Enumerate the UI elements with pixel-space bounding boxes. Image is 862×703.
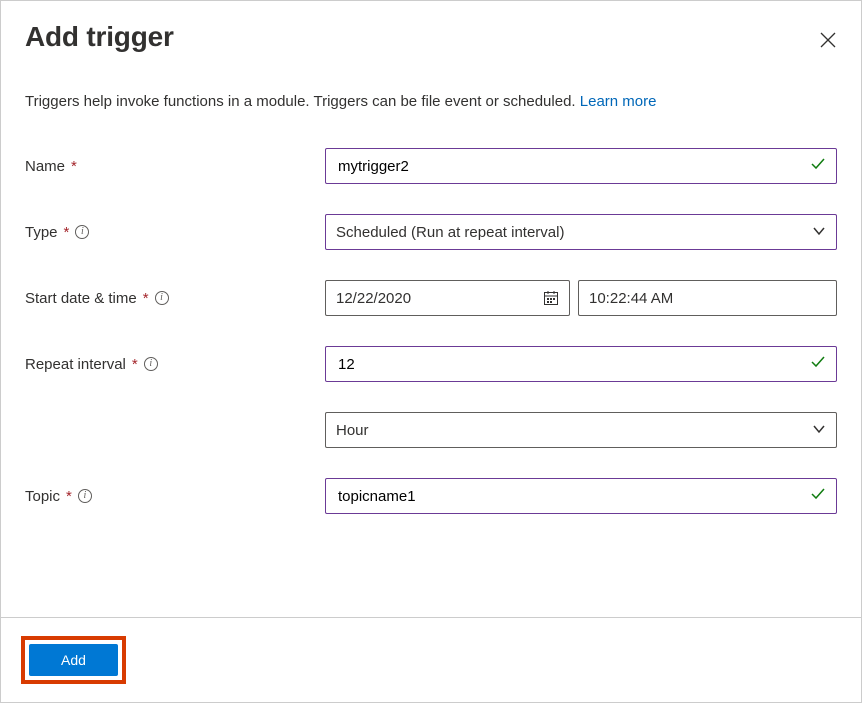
row-interval-unit: Hour [25, 412, 837, 448]
panel-header: Add trigger [25, 21, 837, 53]
info-icon[interactable]: i [144, 357, 158, 371]
label-topic-text: Topic [25, 488, 60, 505]
topic-input[interactable] [336, 487, 810, 506]
row-topic: Topic * i [25, 478, 837, 514]
row-start: Start date & time * i 12/22/2020 10:22:4… [25, 280, 837, 316]
panel-footer: Add [1, 617, 861, 702]
field-interval [325, 346, 837, 382]
label-name-text: Name [25, 158, 65, 175]
required-indicator: * [66, 488, 72, 505]
field-name [325, 148, 837, 184]
required-indicator: * [132, 356, 138, 373]
info-icon[interactable]: i [155, 291, 169, 305]
check-icon [810, 156, 826, 177]
label-topic: Topic * i [25, 488, 325, 505]
required-indicator: * [71, 158, 77, 175]
info-icon[interactable]: i [75, 225, 89, 239]
add-button[interactable]: Add [29, 644, 118, 676]
close-icon [820, 32, 836, 48]
chevron-down-icon [812, 422, 826, 439]
page-title: Add trigger [25, 21, 174, 53]
info-icon[interactable]: i [78, 489, 92, 503]
label-type: Type * i [25, 224, 325, 241]
field-topic [325, 478, 837, 514]
type-select[interactable]: Scheduled (Run at repeat interval) [325, 214, 837, 250]
row-type: Type * i Scheduled (Run at repeat interv… [25, 214, 837, 250]
description-body: Triggers help invoke functions in a modu… [25, 93, 580, 110]
interval-unit-select[interactable]: Hour [325, 412, 837, 448]
required-indicator: * [143, 290, 149, 307]
add-button-highlight: Add [21, 636, 126, 684]
required-indicator: * [64, 224, 70, 241]
name-input[interactable] [336, 157, 810, 176]
interval-input[interactable] [336, 355, 810, 374]
start-time-input[interactable]: 10:22:44 AM [578, 280, 837, 316]
panel-content: Add trigger Triggers help invoke functio… [1, 1, 861, 617]
field-interval-unit: Hour [325, 412, 837, 448]
topic-input-wrap [325, 478, 837, 514]
calendar-icon [543, 290, 559, 306]
label-interval: Repeat interval * i [25, 356, 325, 373]
row-interval: Repeat interval * i [25, 346, 837, 382]
chevron-down-icon [812, 224, 826, 241]
interval-input-wrap [325, 346, 837, 382]
label-start: Start date & time * i [25, 290, 325, 307]
check-icon [810, 354, 826, 375]
row-name: Name * [25, 148, 837, 184]
close-button[interactable] [819, 31, 837, 49]
add-trigger-panel: Add trigger Triggers help invoke functio… [0, 0, 862, 703]
label-start-text: Start date & time [25, 290, 137, 307]
interval-unit-value: Hour [336, 422, 369, 439]
start-time-value: 10:22:44 AM [589, 290, 673, 307]
label-interval-text: Repeat interval [25, 356, 126, 373]
label-name: Name * [25, 158, 325, 175]
field-type: Scheduled (Run at repeat interval) [325, 214, 837, 250]
label-type-text: Type [25, 224, 58, 241]
learn-more-link[interactable]: Learn more [580, 93, 657, 110]
field-start: 12/22/2020 10:22:44 AM [325, 280, 837, 316]
start-date-input[interactable]: 12/22/2020 [325, 280, 570, 316]
name-input-wrap [325, 148, 837, 184]
description-text: Triggers help invoke functions in a modu… [25, 93, 837, 110]
start-date-value: 12/22/2020 [336, 290, 411, 307]
type-select-value: Scheduled (Run at repeat interval) [336, 224, 564, 241]
check-icon [810, 486, 826, 507]
